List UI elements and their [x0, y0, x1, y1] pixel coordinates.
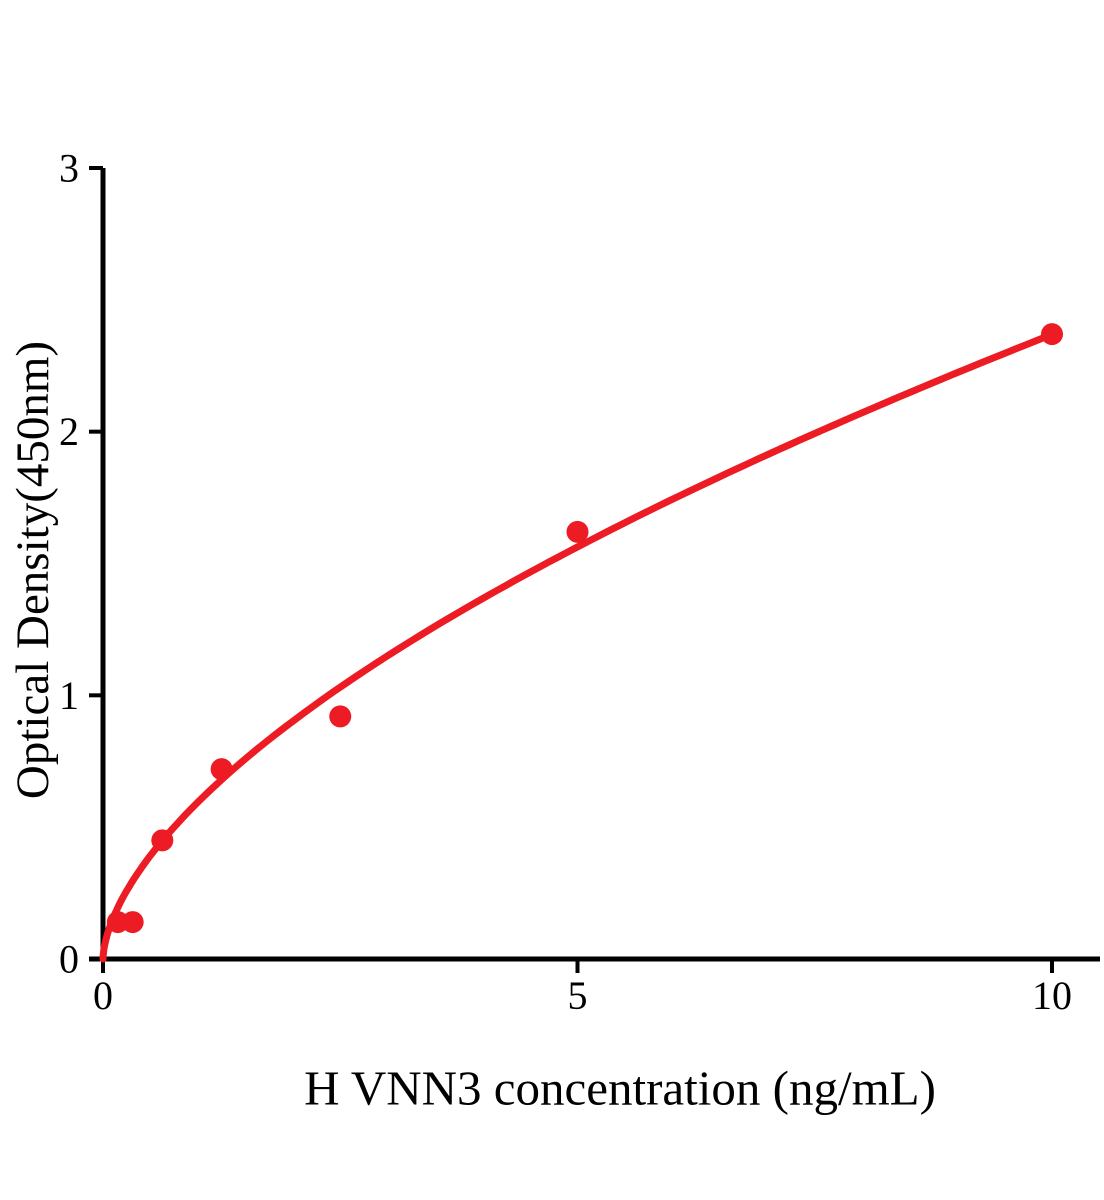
data-point [1041, 323, 1063, 346]
data-point [121, 911, 144, 934]
x-tick-label: 5 [568, 973, 588, 1018]
data-point [151, 829, 174, 852]
x-axis-title: H VNN3 concentration (ng/mL) [304, 1060, 936, 1116]
data-point [566, 520, 589, 543]
data-point [329, 705, 352, 728]
data-point [210, 758, 233, 781]
x-tick-label: 0 [93, 973, 113, 1018]
y-axis-title: Optical Density(450nm) [7, 340, 59, 800]
y-tick-label: 1 [59, 673, 79, 718]
y-tick-label: 0 [59, 937, 79, 982]
y-tick-label: 2 [59, 409, 79, 454]
fitted-curve [99, 330, 1056, 963]
x-tick-label: 10 [1032, 973, 1072, 1018]
y-tick-label: 3 [59, 146, 79, 191]
